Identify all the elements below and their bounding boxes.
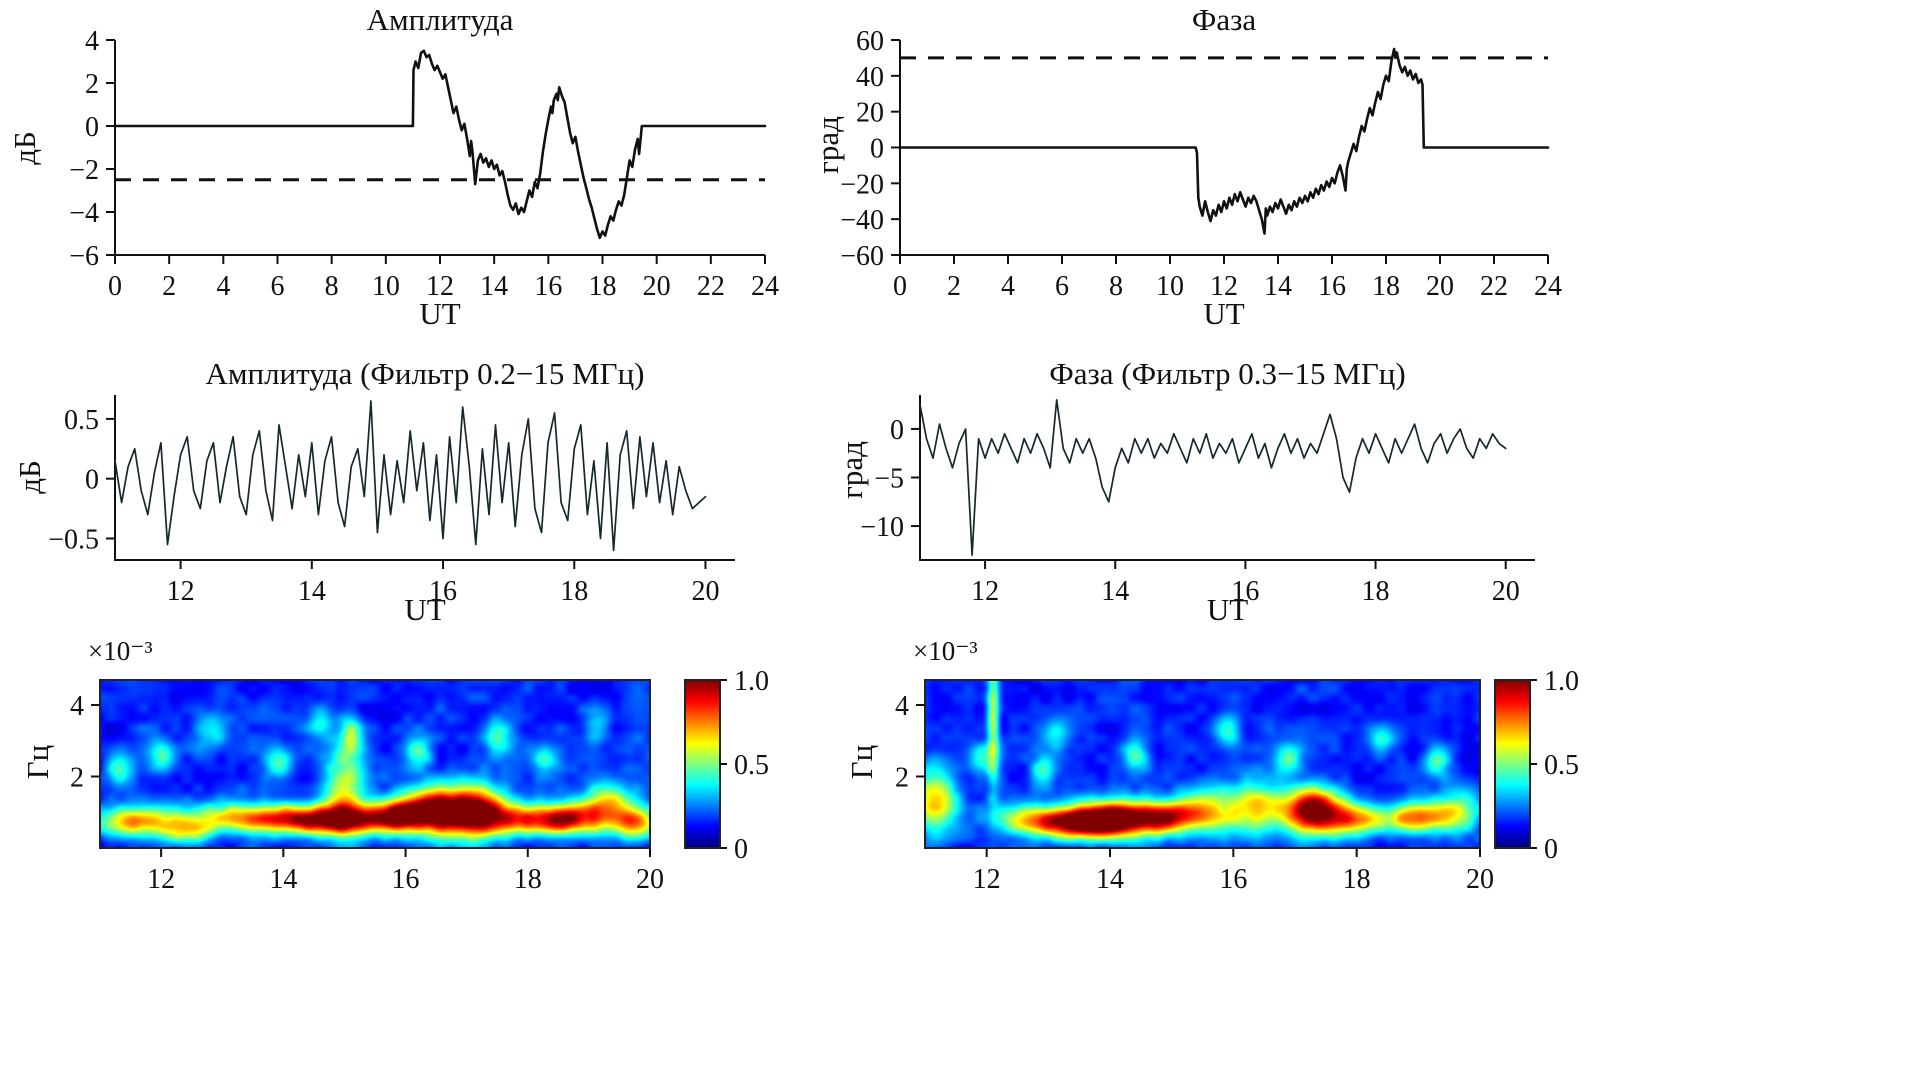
- svg-text:14: 14: [1264, 271, 1292, 302]
- title-amplitude: Амплитуда: [366, 2, 514, 37]
- svg-text:2: 2: [895, 763, 909, 794]
- svg-text:2: 2: [162, 271, 176, 302]
- svg-text:2: 2: [70, 763, 84, 794]
- phase-wavelet-heatmap: [925, 680, 1480, 848]
- svg-text:−5: −5: [874, 464, 904, 495]
- svg-text:4: 4: [1001, 271, 1015, 302]
- svg-text:20: 20: [636, 864, 664, 895]
- svg-text:−60: −60: [840, 241, 884, 272]
- svg-text:14: 14: [1101, 576, 1129, 607]
- svg-text:16: 16: [392, 864, 420, 895]
- svg-text:12: 12: [426, 271, 454, 302]
- svg-text:20: 20: [1466, 864, 1494, 895]
- svg-text:24: 24: [751, 271, 779, 302]
- svg-text:20: 20: [1426, 271, 1454, 302]
- amplitude-wavelet-heatmap: [100, 680, 650, 848]
- svg-text:12: 12: [971, 576, 999, 607]
- svg-text:0: 0: [85, 465, 99, 496]
- svg-text:1.0: 1.0: [734, 666, 769, 697]
- svg-text:20: 20: [643, 271, 671, 302]
- svg-text:18: 18: [1362, 576, 1390, 607]
- svg-text:−4: −4: [69, 198, 99, 229]
- svg-text:0.5: 0.5: [1544, 750, 1579, 781]
- svg-text:20: 20: [691, 576, 719, 607]
- svg-text:12: 12: [973, 864, 1001, 895]
- svg-text:20: 20: [1492, 576, 1520, 607]
- svg-text:−20: −20: [840, 169, 884, 200]
- svg-text:−6: −6: [69, 241, 99, 272]
- svg-text:16: 16: [1231, 576, 1259, 607]
- scale-exp-right: ×10⁻³: [913, 636, 978, 666]
- svg-text:0: 0: [890, 415, 904, 446]
- svg-text:12: 12: [1210, 271, 1238, 302]
- svg-text:−40: −40: [840, 205, 884, 236]
- svg-text:40: 40: [856, 62, 884, 93]
- svg-text:12: 12: [167, 576, 195, 607]
- ylabel-db-raw: дБ: [7, 131, 42, 165]
- scale-exp-left: ×10⁻³: [88, 636, 153, 666]
- svg-text:0: 0: [108, 271, 122, 302]
- svg-text:−2: −2: [69, 155, 99, 186]
- svg-text:18: 18: [560, 576, 588, 607]
- svg-text:16: 16: [1318, 271, 1346, 302]
- ylabel-hz-left: Гц: [20, 744, 55, 780]
- svg-text:−0.5: −0.5: [48, 524, 99, 555]
- ylabel-grad-raw: град: [810, 116, 845, 174]
- svg-text:14: 14: [269, 864, 297, 895]
- svg-text:24: 24: [1534, 271, 1562, 302]
- svg-text:18: 18: [1372, 271, 1400, 302]
- svg-text:20: 20: [856, 98, 884, 129]
- svg-text:4: 4: [895, 691, 909, 722]
- svg-text:16: 16: [534, 271, 562, 302]
- xlabel-ut-3: UT: [404, 592, 446, 627]
- svg-text:14: 14: [480, 271, 508, 302]
- svg-text:6: 6: [271, 271, 285, 302]
- svg-text:22: 22: [1480, 271, 1508, 302]
- title-amplitude-filtered: Амплитуда (Фильтр 0.2−15 МГц): [205, 356, 645, 391]
- svg-text:1.0: 1.0: [1544, 666, 1579, 697]
- svg-text:6: 6: [1055, 271, 1069, 302]
- svg-text:2: 2: [85, 69, 99, 100]
- amplitude-wavelet-colorbar: [685, 680, 720, 848]
- svg-text:0: 0: [893, 271, 907, 302]
- svg-text:2: 2: [947, 271, 961, 302]
- svg-text:18: 18: [1343, 864, 1371, 895]
- xlabel-ut-4: UT: [1206, 592, 1249, 627]
- svg-text:16: 16: [429, 576, 457, 607]
- svg-text:8: 8: [1109, 271, 1123, 302]
- svg-text:18: 18: [514, 864, 542, 895]
- title-phase: Фаза: [1191, 2, 1257, 37]
- svg-text:4: 4: [85, 26, 99, 57]
- svg-text:18: 18: [589, 271, 617, 302]
- svg-text:60: 60: [856, 26, 884, 57]
- xlabel-ut-1: UT: [419, 296, 461, 331]
- xlabel-ut-2: UT: [1203, 296, 1245, 331]
- phase-wavelet-colorbar: [1495, 680, 1530, 848]
- svg-text:14: 14: [1096, 864, 1124, 895]
- ylabel-hz-right: Гц: [844, 744, 879, 780]
- svg-text:4: 4: [216, 271, 230, 302]
- svg-text:10: 10: [1156, 271, 1184, 302]
- svg-text:8: 8: [325, 271, 339, 302]
- svg-text:22: 22: [697, 271, 725, 302]
- svg-text:−10: −10: [860, 512, 904, 543]
- svg-text:0: 0: [870, 134, 884, 165]
- svg-text:16: 16: [1219, 864, 1247, 895]
- svg-text:12: 12: [147, 864, 175, 895]
- ylabel-grad-filt: град: [834, 441, 869, 499]
- svg-text:10: 10: [372, 271, 400, 302]
- svg-text:0.5: 0.5: [64, 405, 99, 436]
- svg-text:4: 4: [70, 691, 84, 722]
- svg-text:0.5: 0.5: [734, 750, 769, 781]
- ylabel-db-filt: дБ: [12, 460, 47, 494]
- svg-text:0: 0: [1544, 834, 1558, 865]
- svg-text:14: 14: [298, 576, 326, 607]
- svg-text:0: 0: [85, 112, 99, 143]
- svg-text:0: 0: [734, 834, 748, 865]
- title-phase-filtered: Фаза (Фильтр 0.3−15 МГц): [1049, 356, 1406, 391]
